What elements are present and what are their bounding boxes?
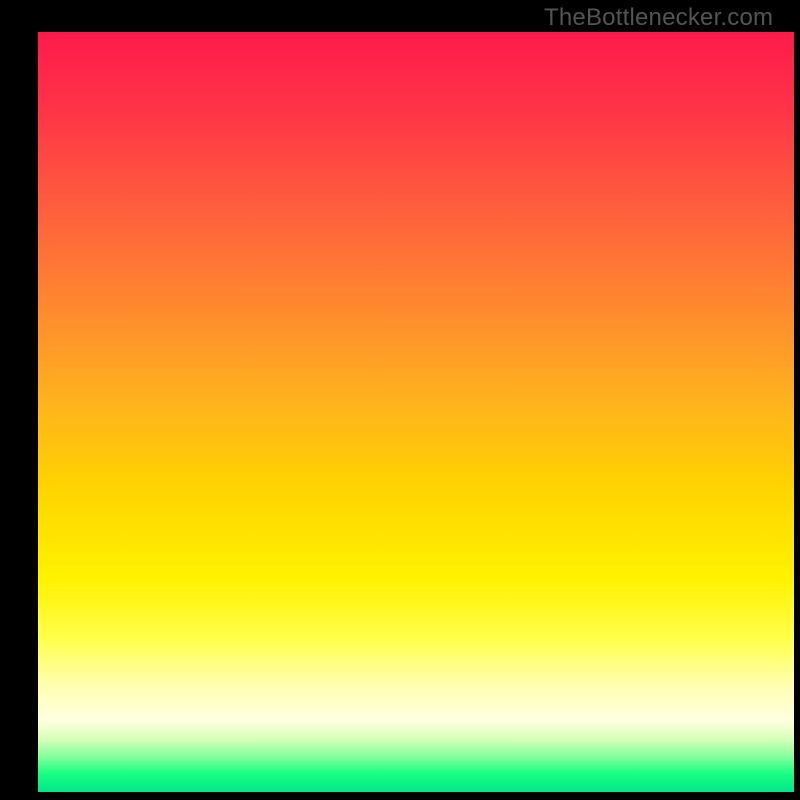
watermark-text: TheBottlenecker.com — [544, 4, 773, 32]
background-gradient — [38, 32, 794, 792]
stage: TheBottlenecker.com — [0, 0, 800, 800]
plot-area — [38, 32, 794, 792]
